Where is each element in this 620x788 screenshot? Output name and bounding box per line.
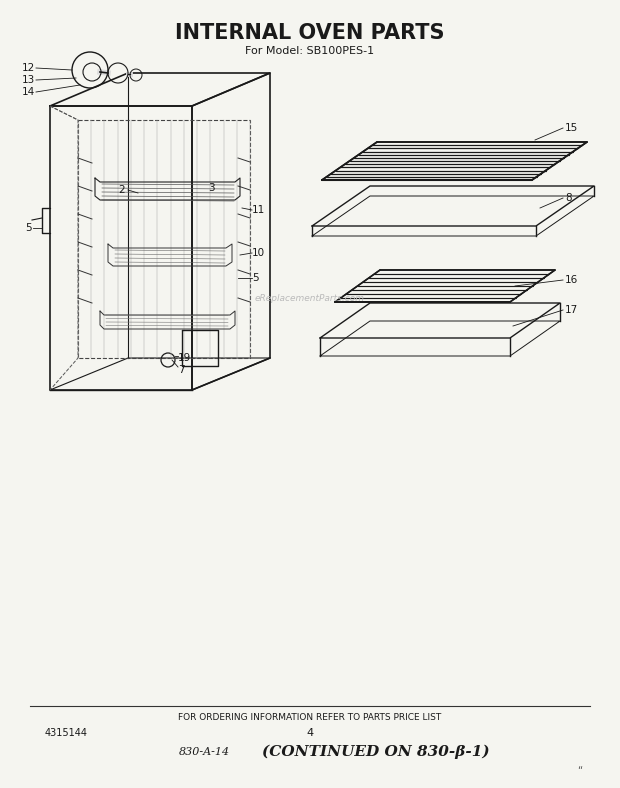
Text: 12: 12 — [22, 63, 35, 73]
Text: 19: 19 — [178, 353, 191, 363]
Text: 5: 5 — [252, 273, 259, 283]
Text: INTERNAL OVEN PARTS: INTERNAL OVEN PARTS — [175, 23, 445, 43]
Text: 830-A-14: 830-A-14 — [179, 747, 230, 757]
Text: 7: 7 — [178, 365, 185, 375]
Text: 13: 13 — [22, 75, 35, 85]
Text: 14: 14 — [22, 87, 35, 97]
Text: 3: 3 — [208, 183, 215, 193]
Text: “: “ — [577, 765, 583, 775]
Text: 2: 2 — [118, 185, 125, 195]
Text: 4: 4 — [306, 728, 314, 738]
Text: 5: 5 — [25, 223, 32, 233]
Text: 10: 10 — [252, 248, 265, 258]
Text: For Model: SB100PES-1: For Model: SB100PES-1 — [246, 46, 374, 56]
Text: eReplacementParts.com: eReplacementParts.com — [255, 293, 365, 303]
Text: 4315144: 4315144 — [45, 728, 88, 738]
Text: 8: 8 — [565, 193, 572, 203]
Text: 16: 16 — [565, 275, 578, 285]
Text: (CONTINUED ON 830-β-1): (CONTINUED ON 830-β-1) — [262, 745, 490, 759]
Text: 11: 11 — [252, 205, 265, 215]
Text: 15: 15 — [565, 123, 578, 133]
Text: 17: 17 — [565, 305, 578, 315]
Text: FOR ORDERING INFORMATION REFER TO PARTS PRICE LIST: FOR ORDERING INFORMATION REFER TO PARTS … — [179, 713, 441, 723]
